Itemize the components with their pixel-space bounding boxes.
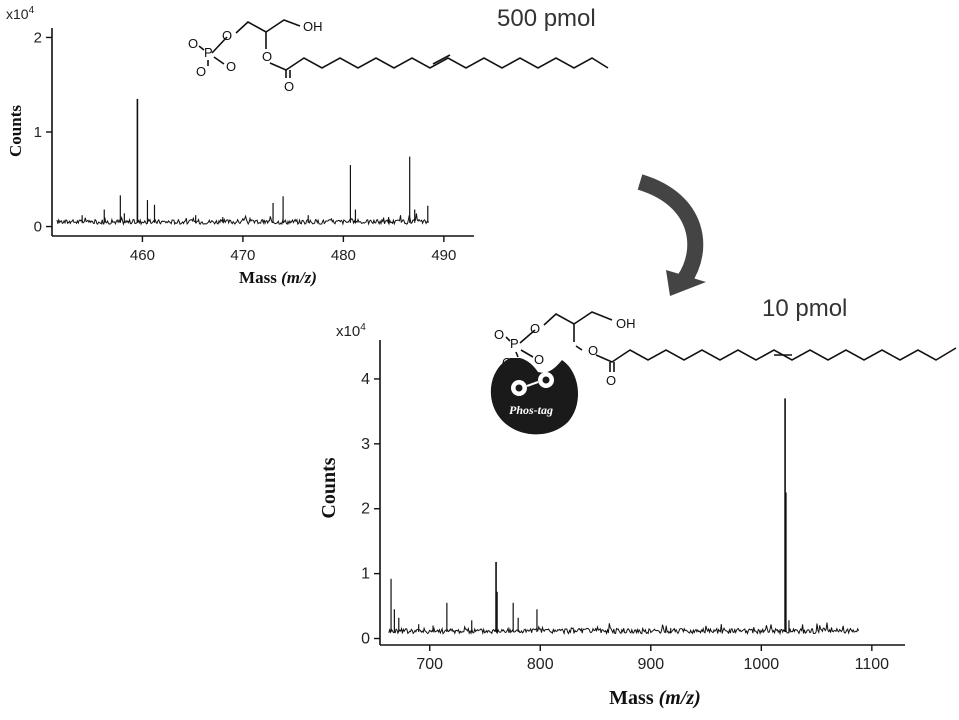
top-peaks xyxy=(81,98,429,223)
bottom-y-axis-title: Counts xyxy=(318,457,340,518)
top-x-axis-title: Mass (m/z) xyxy=(239,268,317,287)
y-tick-label: 0 xyxy=(361,631,370,648)
x-tick-label: 460 xyxy=(130,247,155,264)
bottom-spectrum-panel: x104 0 1 2 3 4 700 800 900 1000 1100 Counts Mass… xyxy=(318,295,905,709)
phostag-label: Phos-tag xyxy=(509,403,553,417)
bottom-x-axis-title: Mass (m/z) xyxy=(609,687,701,709)
x-tick-label: 800 xyxy=(527,656,554,673)
x-tick-label: 1100 xyxy=(855,656,890,673)
bottom-lpa-phostag-structure: O OH P O O O O O Phos-tag xyxy=(490,311,957,435)
bottom-phosphorus-label: P xyxy=(510,336,519,351)
bottom-peaks xyxy=(390,398,790,633)
y-tick-label: 1 xyxy=(361,566,370,583)
y-tick-label: 0 xyxy=(34,219,42,236)
svg-text:O: O xyxy=(196,64,206,79)
svg-text:O: O xyxy=(494,327,504,342)
top-phosphorus-label: P xyxy=(204,45,213,60)
x-tick-label: 470 xyxy=(230,247,255,264)
y-tick-label: 3 xyxy=(361,436,370,453)
bottom-hydroxyl-label: OH xyxy=(616,316,636,331)
svg-text:O: O xyxy=(284,79,294,94)
bottom-y-multiplier: x104 xyxy=(336,322,366,340)
y-tick-label: 2 xyxy=(361,501,370,518)
top-y-multiplier: x104 xyxy=(6,5,35,22)
top-y-axis-title: Counts xyxy=(6,105,25,157)
svg-text:O: O xyxy=(222,28,232,43)
svg-text:O: O xyxy=(530,321,540,336)
top-amount-label: 500 pmol xyxy=(497,5,596,32)
top-spectrum-trace xyxy=(56,213,430,226)
top-hydroxyl-label: OH xyxy=(303,19,323,34)
x-tick-label: 480 xyxy=(331,247,356,264)
bottom-amount-label: 10 pmol xyxy=(762,295,847,322)
y-tick-label: 4 xyxy=(361,371,370,388)
svg-text:O: O xyxy=(534,352,544,367)
top-y-ticks: 0 1 2 xyxy=(34,29,52,236)
top-x-ticks: 460 470 480 490 xyxy=(130,236,456,264)
curved-arrow xyxy=(637,174,706,296)
x-tick-label: 700 xyxy=(416,656,443,673)
svg-text:O: O xyxy=(188,36,198,51)
svg-text:O: O xyxy=(606,373,616,388)
y-tick-label: 1 xyxy=(34,124,42,141)
svg-text:O: O xyxy=(588,343,598,358)
svg-text:O: O xyxy=(226,59,236,74)
bottom-x-ticks: 700 800 900 1000 1100 xyxy=(416,645,889,673)
top-spectrum-panel: x104 012 460 470 480 490 Counts Mass (m/z) … xyxy=(6,5,596,287)
y-tick-label: 2 xyxy=(34,29,42,46)
x-tick-label: 1000 xyxy=(744,656,780,673)
x-tick-label: 900 xyxy=(637,656,664,673)
top-lpa-structure: O OH P O O O O O xyxy=(188,19,609,94)
x-tick-label: 490 xyxy=(431,247,456,264)
svg-text:O: O xyxy=(262,49,272,64)
phostag-shape xyxy=(490,358,579,435)
bottom-spectrum-trace xyxy=(388,622,860,636)
bottom-y-ticks: 0 1 2 3 4 xyxy=(361,371,380,648)
